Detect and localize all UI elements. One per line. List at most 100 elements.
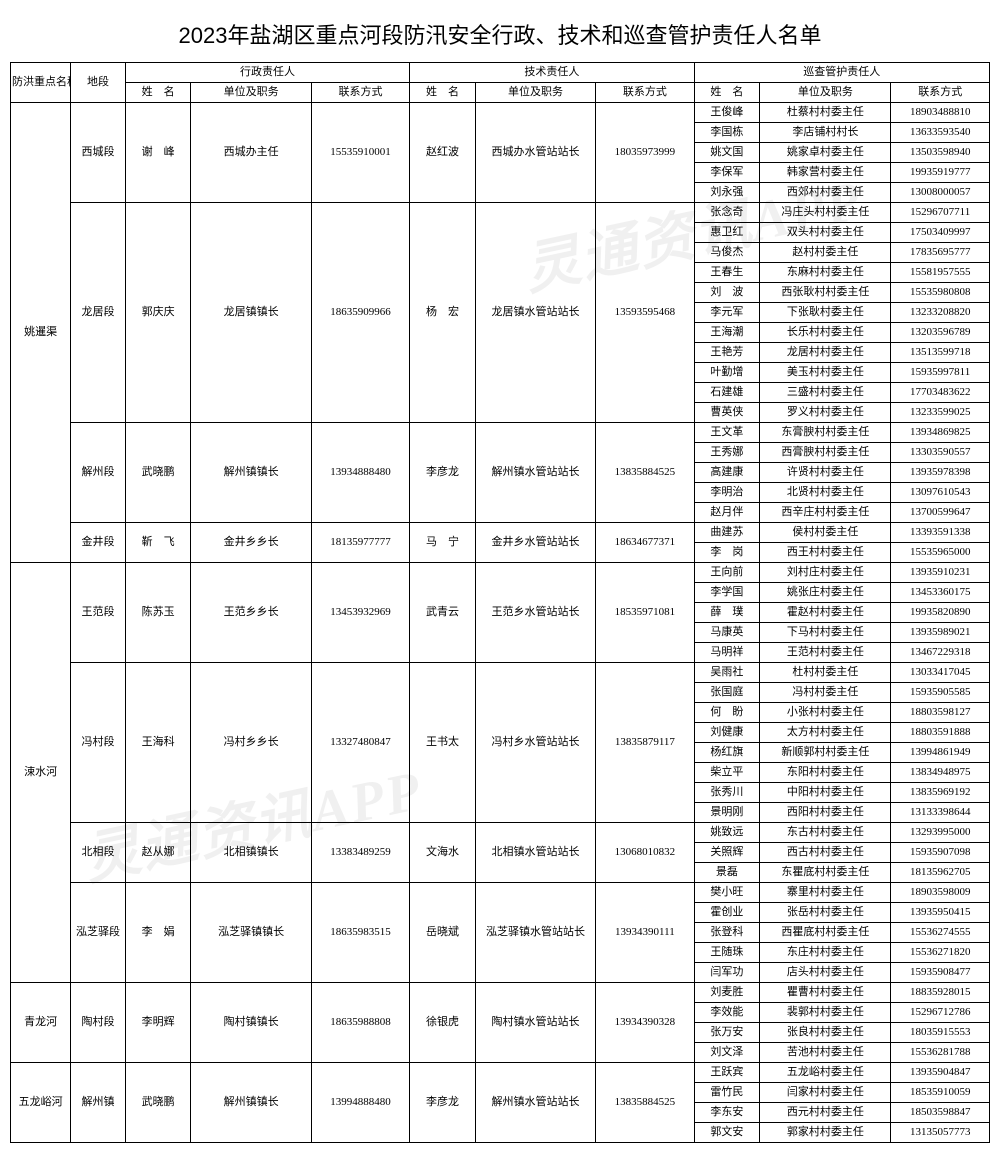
patrol-tel: 18803598127 [891, 703, 990, 723]
tech-name: 岳晓斌 [410, 883, 476, 983]
patrol-unit: 东阳村村委主任 [760, 763, 891, 783]
section-cell: 泓芝驿段 [71, 883, 126, 983]
patrol-unit: 郭家村村委主任 [760, 1123, 891, 1143]
tech-name: 李彦龙 [410, 423, 476, 523]
admin-tel: 13453932969 [311, 563, 409, 663]
patrol-name: 王随珠 [694, 943, 760, 963]
patrol-name: 刘 波 [694, 283, 760, 303]
patrol-name: 雷竹民 [694, 1083, 760, 1103]
patrol-name: 李学国 [694, 583, 760, 603]
patrol-name: 张念奇 [694, 203, 760, 223]
section-cell: 西城段 [71, 103, 126, 203]
river-cell: 姚暹渠 [11, 103, 71, 563]
tech-unit: 解州镇水管站站长 [475, 423, 595, 523]
tech-unit: 北相镇水管站站长 [475, 823, 595, 883]
section-cell: 解州段 [71, 423, 126, 523]
patrol-name: 景磊 [694, 863, 760, 883]
tech-tel: 18535971081 [596, 563, 694, 663]
th-tel: 联系方式 [891, 83, 990, 103]
patrol-unit: 姚张庄村委主任 [760, 583, 891, 603]
patrol-unit: 五龙峪村委主任 [760, 1063, 891, 1083]
patrol-tel: 15935905585 [891, 683, 990, 703]
patrol-tel: 15536281788 [891, 1043, 990, 1063]
patrol-unit: 许贤村村委主任 [760, 463, 891, 483]
admin-name: 李 娟 [125, 883, 191, 983]
patrol-name: 姚致远 [694, 823, 760, 843]
patrol-tel: 13935910231 [891, 563, 990, 583]
th-name: 姓 名 [125, 83, 191, 103]
table-row: 冯村段王海科冯村乡乡长13327480847王书太冯村乡水管站站长1383587… [11, 663, 990, 683]
patrol-name: 王海潮 [694, 323, 760, 343]
patrol-tel: 13293995000 [891, 823, 990, 843]
patrol-name: 高建康 [694, 463, 760, 483]
patrol-unit: 东庄村村委主任 [760, 943, 891, 963]
patrol-name: 惠卫红 [694, 223, 760, 243]
table-row: 五龙峪河解州镇武晓鹏解州镇镇长13994888480李彦龙解州镇水管站站长138… [11, 1063, 990, 1083]
patrol-unit: 西辛庄村村委主任 [760, 503, 891, 523]
admin-tel: 18135977777 [311, 523, 409, 563]
patrol-name: 景明刚 [694, 803, 760, 823]
patrol-name: 张万安 [694, 1023, 760, 1043]
patrol-tel: 13513599718 [891, 343, 990, 363]
patrol-name: 李国栋 [694, 123, 760, 143]
patrol-tel: 13935904847 [891, 1063, 990, 1083]
patrol-unit: 王范村村委主任 [760, 643, 891, 663]
table-row: 金井段靳 飞金井乡乡长18135977777马 宁金井乡水管站站长1863467… [11, 523, 990, 543]
patrol-name: 刘健康 [694, 723, 760, 743]
patrol-name: 杨红旗 [694, 743, 760, 763]
patrol-unit: 西王村村委主任 [760, 543, 891, 563]
patrol-name: 李效能 [694, 1003, 760, 1023]
patrol-tel: 13835969192 [891, 783, 990, 803]
patrol-tel: 15296712786 [891, 1003, 990, 1023]
th-admin-group: 行政责任人 [125, 63, 409, 83]
patrol-name: 郭文安 [694, 1123, 760, 1143]
patrol-name: 王春生 [694, 263, 760, 283]
patrol-unit: 寨里村村委主任 [760, 883, 891, 903]
patrol-name: 张秀川 [694, 783, 760, 803]
patrol-tel: 15581957555 [891, 263, 990, 283]
patrol-tel: 13503598940 [891, 143, 990, 163]
admin-unit: 金井乡乡长 [191, 523, 311, 563]
patrol-unit: 裴郭村村委主任 [760, 1003, 891, 1023]
patrol-unit: 闫家村村委主任 [760, 1083, 891, 1103]
patrol-unit: 西元村村委主任 [760, 1103, 891, 1123]
patrol-unit: 美玉村村委主任 [760, 363, 891, 383]
admin-tel: 15535910001 [311, 103, 409, 203]
th-river: 防洪重点名称 [11, 63, 71, 103]
th-tel: 联系方式 [596, 83, 694, 103]
patrol-name: 何 盼 [694, 703, 760, 723]
patrol-name: 李 岗 [694, 543, 760, 563]
patrol-name: 王向前 [694, 563, 760, 583]
admin-name: 王海科 [125, 663, 191, 823]
patrol-unit: 长乐村村委主任 [760, 323, 891, 343]
th-unit: 单位及职务 [475, 83, 595, 103]
admin-unit: 王范乡乡长 [191, 563, 311, 663]
patrol-name: 闫军功 [694, 963, 760, 983]
patrol-name: 王艳芳 [694, 343, 760, 363]
patrol-name: 叶勤增 [694, 363, 760, 383]
tech-unit: 王范乡水管站站长 [475, 563, 595, 663]
admin-name: 陈苏玉 [125, 563, 191, 663]
patrol-tel: 13834948975 [891, 763, 990, 783]
patrol-name: 王俊峰 [694, 103, 760, 123]
patrol-unit: 姚家卓村委主任 [760, 143, 891, 163]
patrol-name: 姚文国 [694, 143, 760, 163]
patrol-unit: 张良村村委主任 [760, 1023, 891, 1043]
tech-unit: 泓芝驿镇水管站站长 [475, 883, 595, 983]
tech-tel: 13593595468 [596, 203, 694, 423]
admin-unit: 冯村乡乡长 [191, 663, 311, 823]
patrol-unit: 店头村村委主任 [760, 963, 891, 983]
patrol-tel: 13935989021 [891, 623, 990, 643]
patrol-unit: 太方村村委主任 [760, 723, 891, 743]
table-row: 青龙河陶村段李明辉陶村镇镇长18635988808徐银虎陶村镇水管站站长1393… [11, 983, 990, 1003]
tech-name: 王书太 [410, 663, 476, 823]
admin-name: 郭庆庆 [125, 203, 191, 423]
section-cell: 冯村段 [71, 663, 126, 823]
th-tel: 联系方式 [311, 83, 409, 103]
patrol-name: 马康英 [694, 623, 760, 643]
tech-tel: 13934390328 [596, 983, 694, 1063]
patrol-name: 王秀娜 [694, 443, 760, 463]
admin-tel: 18635909966 [311, 203, 409, 423]
th-unit: 单位及职务 [760, 83, 891, 103]
patrol-tel: 13453360175 [891, 583, 990, 603]
